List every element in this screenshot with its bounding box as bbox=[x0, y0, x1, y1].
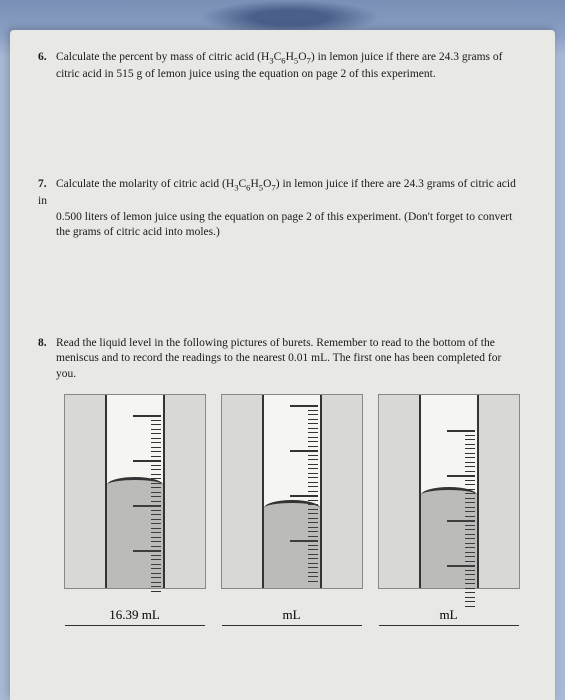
minor-tick bbox=[308, 410, 318, 411]
minor-tick bbox=[465, 439, 475, 440]
minor-tick bbox=[151, 433, 161, 434]
minor-tick bbox=[151, 469, 161, 470]
minor-tick bbox=[465, 453, 475, 454]
minor-tick bbox=[465, 588, 475, 589]
minor-tick bbox=[465, 471, 475, 472]
minor-tick bbox=[465, 444, 475, 445]
minor-tick bbox=[308, 446, 318, 447]
buret-answer-2: mL bbox=[222, 607, 362, 626]
major-tick bbox=[133, 415, 161, 417]
minor-tick bbox=[465, 448, 475, 449]
question-6: 6.Calculate the percent by mass of citri… bbox=[38, 50, 527, 82]
minor-tick bbox=[308, 414, 318, 415]
minor-tick bbox=[308, 428, 318, 429]
q7-text: Calculate the molarity of citric acid (H… bbox=[38, 178, 516, 207]
minor-tick bbox=[151, 442, 161, 443]
minor-tick bbox=[308, 464, 318, 465]
q8-number: 8. bbox=[38, 336, 56, 352]
minor-tick bbox=[465, 484, 475, 485]
minor-tick bbox=[151, 591, 161, 592]
q7-line2: 0.500 liters of lemon juice using the eq… bbox=[56, 210, 527, 226]
liquid-level bbox=[421, 487, 477, 588]
buret-tube bbox=[419, 395, 479, 588]
minor-tick bbox=[465, 606, 475, 607]
minor-tick bbox=[308, 491, 318, 492]
minor-tick bbox=[151, 474, 161, 475]
minor-tick bbox=[151, 456, 161, 457]
q6-line2: citric acid in 515 g of lemon juice usin… bbox=[56, 67, 527, 83]
major-tick bbox=[447, 430, 475, 432]
major-tick bbox=[290, 495, 318, 497]
buret-1: 15161718 bbox=[64, 394, 206, 589]
major-tick bbox=[133, 460, 161, 462]
minor-tick bbox=[151, 420, 161, 421]
answers-row: 16.39 mL mL mL bbox=[56, 607, 527, 626]
buret-answer-1: 16.39 mL bbox=[65, 607, 205, 626]
minor-tick bbox=[465, 480, 475, 481]
q6-text: Calculate the percent by mass of citric … bbox=[56, 51, 502, 63]
minor-tick bbox=[465, 435, 475, 436]
minor-tick bbox=[308, 441, 318, 442]
minor-tick bbox=[308, 423, 318, 424]
liquid-level bbox=[264, 500, 320, 588]
minor-tick bbox=[465, 601, 475, 602]
q7-line3: the grams of citric acid into moles.) bbox=[56, 225, 527, 241]
q8-line2: meniscus and to record the readings to t… bbox=[56, 351, 527, 367]
minor-tick bbox=[308, 477, 318, 478]
minor-tick bbox=[465, 597, 475, 598]
minor-tick bbox=[151, 447, 161, 448]
minor-tick bbox=[151, 429, 161, 430]
minor-tick bbox=[308, 437, 318, 438]
q8-line1: Read the liquid level in the following p… bbox=[56, 337, 495, 349]
minor-tick bbox=[465, 462, 475, 463]
worksheet-page: 6.Calculate the percent by mass of citri… bbox=[10, 30, 555, 700]
buret-2: 0123 bbox=[221, 394, 363, 589]
minor-tick bbox=[465, 457, 475, 458]
buret-3: 23242526 bbox=[378, 394, 520, 589]
major-tick bbox=[290, 450, 318, 452]
minor-tick bbox=[465, 466, 475, 467]
minor-tick bbox=[308, 482, 318, 483]
minor-tick bbox=[308, 473, 318, 474]
major-tick bbox=[290, 405, 318, 407]
burets-row: 15161718012323242526 bbox=[56, 394, 527, 589]
question-8: 8.Read the liquid level in the following… bbox=[38, 336, 527, 383]
question-7: 7.Calculate the molarity of citric acid … bbox=[38, 177, 527, 240]
buret-tube bbox=[105, 395, 165, 588]
buret-tube bbox=[262, 395, 322, 588]
minor-tick bbox=[308, 486, 318, 487]
q7-number: 7. bbox=[38, 177, 56, 193]
minor-tick bbox=[308, 468, 318, 469]
minor-tick bbox=[308, 455, 318, 456]
major-tick bbox=[447, 475, 475, 477]
minor-tick bbox=[308, 419, 318, 420]
minor-tick bbox=[151, 438, 161, 439]
q8-line3: you. bbox=[56, 367, 527, 383]
minor-tick bbox=[151, 451, 161, 452]
q6-number: 6. bbox=[38, 50, 56, 66]
buret-answer-3: mL bbox=[379, 607, 519, 626]
minor-tick bbox=[465, 592, 475, 593]
minor-tick bbox=[151, 424, 161, 425]
minor-tick bbox=[151, 465, 161, 466]
minor-tick bbox=[308, 459, 318, 460]
minor-tick bbox=[308, 432, 318, 433]
liquid-level bbox=[107, 477, 163, 588]
